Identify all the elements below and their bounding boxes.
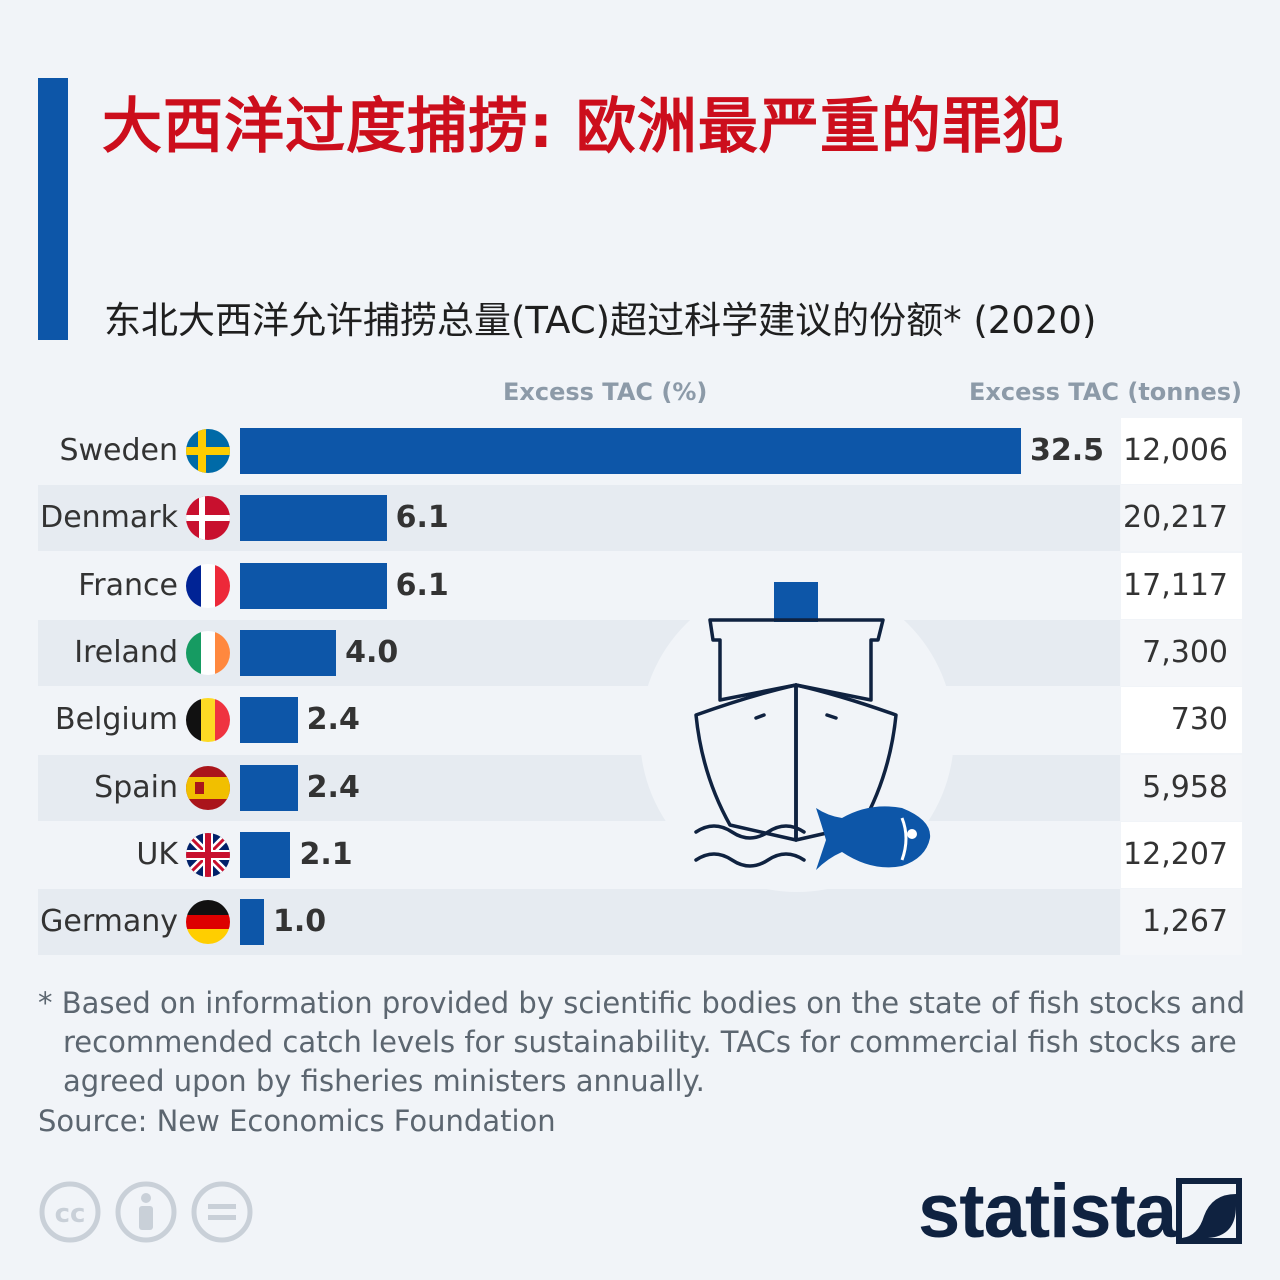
svg-text:cc: cc (55, 1199, 86, 1229)
bar-value-label: 1.0 (273, 904, 327, 940)
category-label: Germany (40, 904, 178, 940)
nd-equals-icon (191, 1181, 253, 1243)
column-header-tonnes: Excess TAC (tonnes) (969, 378, 1242, 406)
tonnes-value: 1,267 (1142, 904, 1228, 940)
license-icons: cc (39, 1181, 253, 1243)
bar-value-label: 2.4 (306, 769, 360, 805)
tonnes-cell: 5,958 (1121, 754, 1242, 821)
bar-value-label: 4.0 (345, 634, 399, 670)
category-label: Ireland (74, 634, 178, 670)
bar-value-label: 32.5 (1030, 433, 1105, 468)
fishing-ship-icon (694, 582, 931, 870)
category-label: Belgium (55, 702, 178, 738)
chart-subtitle: 东北大西洋允许捕捞总量(TAC)超过科学建议的份额* (2020) (104, 299, 1097, 342)
accent-bar (38, 78, 68, 340)
germany-flag-icon (186, 900, 230, 945)
bar-value-label: 2.1 (299, 836, 353, 872)
bar (240, 495, 387, 542)
footnote-text: * Based on information provided by scien… (38, 986, 1246, 1098)
bar-value-label: 2.4 (306, 702, 360, 738)
sweden-flag-icon (186, 429, 230, 473)
statista-logo: statista (918, 1169, 1177, 1254)
spain-flag-icon (186, 765, 230, 810)
uk-flag-icon (186, 832, 230, 877)
category-label: Spain (94, 769, 178, 805)
tonnes-value: 17,117 (1123, 567, 1228, 603)
by-person-icon (115, 1181, 177, 1243)
tonnes-value: 5,958 (1142, 769, 1228, 805)
france-flag-icon (186, 563, 230, 608)
tonnes-cell: 20,217 (1121, 485, 1242, 552)
cc-icon: cc (39, 1181, 101, 1243)
bar (240, 697, 298, 744)
chart-title: 大西洋过度捕捞: 欧洲最严重的罪犯 (102, 92, 1064, 162)
tonnes-cell: 7,300 (1121, 619, 1242, 686)
ireland-flag-icon (186, 630, 230, 675)
tonnes-value: 12,006 (1123, 433, 1228, 468)
tonnes-value: 7,300 (1142, 634, 1228, 670)
bar (240, 562, 387, 609)
bar-value-label: 6.1 (395, 567, 449, 603)
bar (240, 428, 1021, 474)
tonnes-value: 730 (1170, 702, 1228, 738)
bar (240, 831, 291, 878)
tonnes-value: 12,207 (1123, 836, 1228, 872)
source-note: Source: New Economics Foundation (38, 1104, 556, 1138)
tonnes-value: 20,217 (1123, 500, 1228, 536)
tonnes-cell: 730 (1121, 687, 1242, 754)
tonnes-cell: 17,117 (1121, 552, 1242, 619)
tonnes-cell: 12,006 (1121, 418, 1242, 484)
footnote: * Based on information provided by scien… (38, 984, 1248, 1101)
denmark-flag-icon (186, 496, 230, 541)
tonnes-cell: 12,207 (1121, 821, 1242, 888)
statista-logo-mark (1176, 1178, 1242, 1244)
column-header-percent: Excess TAC (%) (503, 378, 708, 406)
category-label: UK (136, 836, 178, 872)
bar (240, 899, 265, 946)
bar-value-label: 6.1 (395, 500, 449, 536)
bar (240, 629, 337, 676)
category-label: Sweden (59, 433, 178, 468)
bar (240, 764, 298, 811)
tonnes-cell: 1,267 (1121, 889, 1242, 956)
belgium-flag-icon (186, 698, 230, 743)
category-label: Denmark (40, 500, 178, 536)
category-label: France (78, 567, 178, 603)
